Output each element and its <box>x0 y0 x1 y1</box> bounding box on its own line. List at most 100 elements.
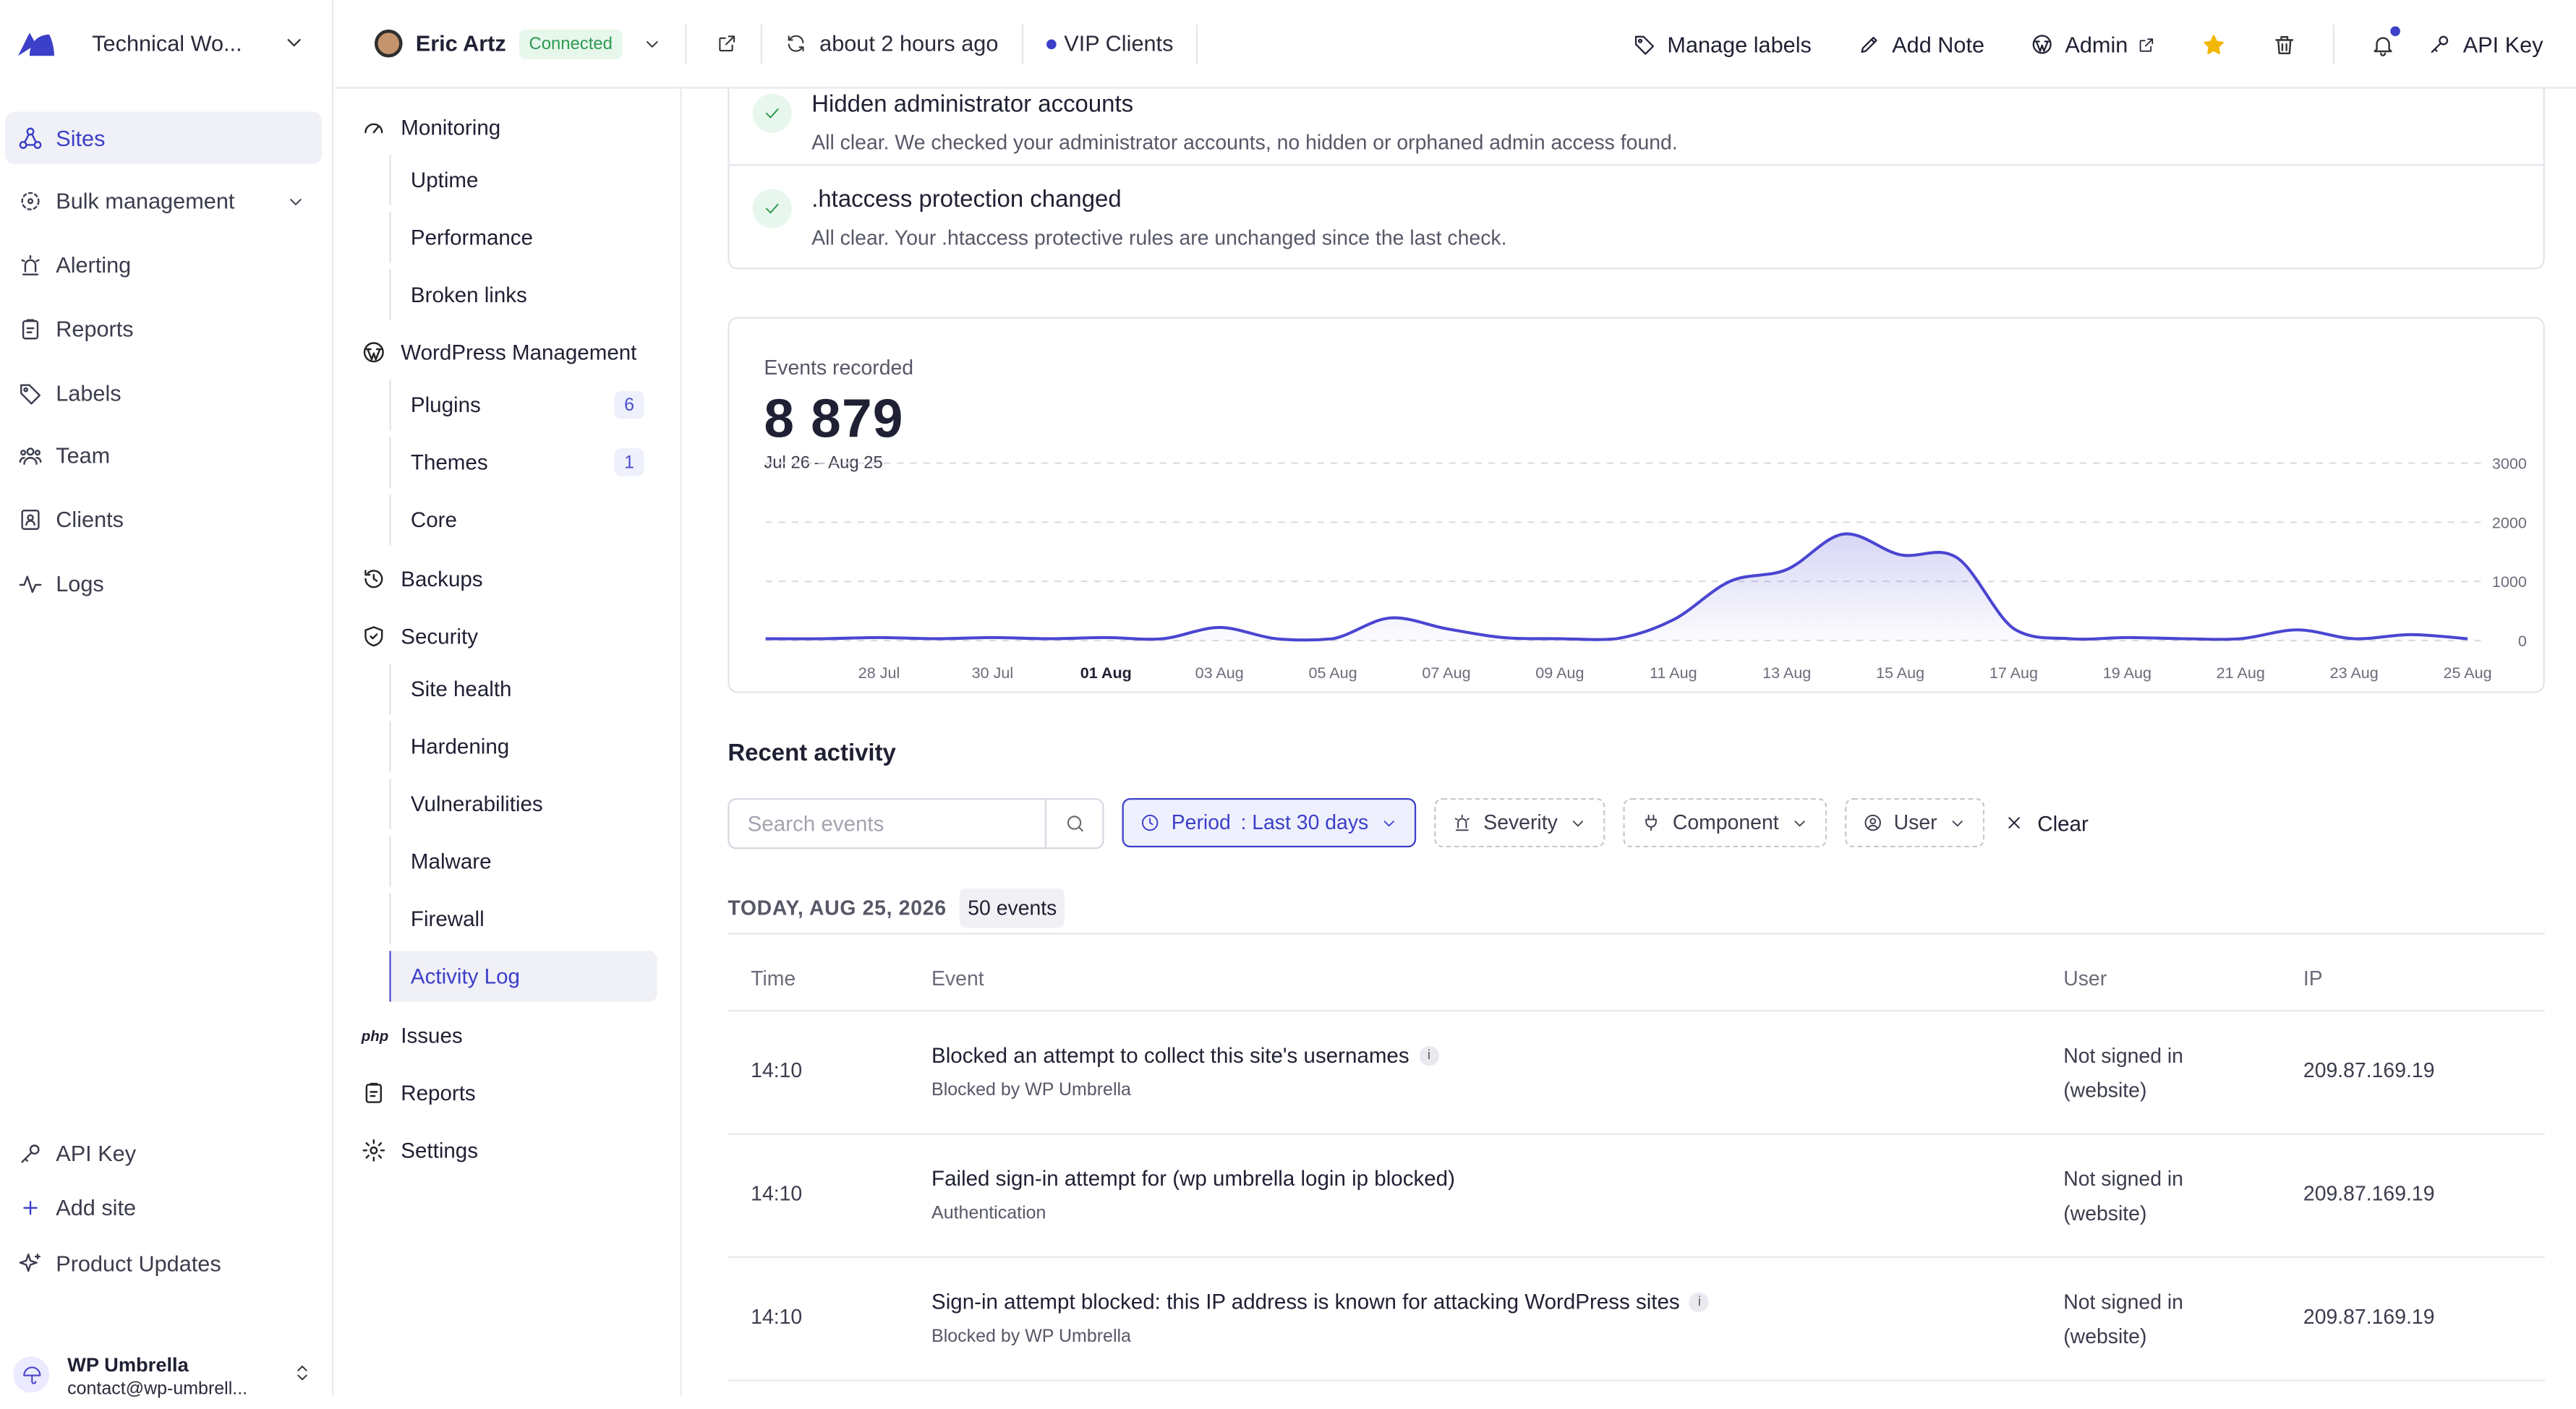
subnav-item-issues[interactable]: php Issues <box>362 1023 463 1048</box>
subnav-group-security[interactable]: Security <box>362 624 478 648</box>
subnav-group-wordpress[interactable]: WordPress Management <box>362 340 636 364</box>
severity-filter[interactable]: Severity <box>1434 798 1605 848</box>
site-subnav: Monitoring Uptime Performance Broken lin… <box>335 88 682 1396</box>
sync-button[interactable]: about 2 hours ago <box>785 31 998 56</box>
workspace-switcher[interactable]: Technical Wo... <box>13 13 319 72</box>
chevron-down-icon <box>1949 814 1967 832</box>
sidebar-item-add-site[interactable]: Add site <box>5 1182 322 1235</box>
y-tick-label: 0 <box>2518 632 2527 650</box>
php-icon: php <box>361 1027 389 1044</box>
header-actions: Manage labels Add Note Admin API Key <box>1633 0 2576 89</box>
sidebar-item-logs[interactable]: Logs <box>5 557 322 610</box>
sparkle-icon <box>18 1251 43 1275</box>
plus-icon <box>18 1196 43 1220</box>
sidebar-item-sites[interactable]: Sites <box>4 111 323 165</box>
manage-labels-label: Manage labels <box>1667 32 1812 57</box>
event-source: Blocked by WP Umbrella <box>931 1327 1131 1347</box>
report-icon <box>18 317 43 341</box>
x-tick-label: 07 Aug <box>1422 664 1470 682</box>
x-tick-label: 25 Aug <box>2443 664 2491 682</box>
event-title: Sign-in attempt blocked: this IP address… <box>931 1289 1710 1314</box>
sidebar-item-label: Labels <box>56 380 121 406</box>
check-description: All clear. We checked your administrator… <box>811 131 1678 155</box>
subnav-item-site-health[interactable]: Site health <box>389 663 657 715</box>
manage-labels-button[interactable]: Manage labels <box>1633 32 1812 56</box>
search-icon <box>1064 812 1086 834</box>
bulk-icon <box>18 189 43 214</box>
subnav-item-core[interactable]: Core <box>389 494 657 546</box>
api-key-button[interactable]: API Key <box>2428 32 2543 56</box>
subnav-item-activity-log[interactable]: Activity Log <box>389 951 657 1002</box>
key-icon <box>2428 33 2452 56</box>
subnav-item-vulnerabilities[interactable]: Vulnerabilities <box>389 778 657 830</box>
wordpress-icon <box>362 340 386 364</box>
event-ip: 209.87.169.19 <box>2303 1305 2435 1329</box>
sidebar-item-alerting[interactable]: Alerting <box>5 239 322 292</box>
chevron-down-icon <box>1380 814 1398 832</box>
event-user: Not signed in (website) <box>2063 1168 2183 1225</box>
period-filter-label: Period <box>1171 811 1231 835</box>
subnav-item-uptime[interactable]: Uptime <box>389 154 657 205</box>
account-switcher[interactable]: WP Umbrella contact@wp-umbrell... <box>13 1343 319 1409</box>
subnav-group-monitoring[interactable]: Monitoring <box>362 115 500 140</box>
event-user: Not signed in (website) <box>2063 1290 2183 1349</box>
bell-icon[interactable] <box>2371 25 2401 56</box>
site-owner[interactable]: Eric Artz Connected <box>374 28 662 59</box>
key-icon <box>18 1141 43 1165</box>
search-button[interactable] <box>1044 799 1103 847</box>
info-icon[interactable]: i <box>1689 1291 1710 1311</box>
table-row[interactable]: 14:10 Failed sign-in attempt for (wp umb… <box>728 1135 2545 1259</box>
trash-icon[interactable] <box>2272 32 2297 56</box>
add-note-button[interactable]: Add Note <box>1857 32 1984 56</box>
sidebar-item-api-key[interactable]: API Key <box>5 1126 322 1179</box>
site-label-chip[interactable]: VIP Clients <box>1046 31 1173 56</box>
info-icon[interactable]: i <box>1419 1045 1439 1066</box>
subnav-item-settings[interactable]: Settings <box>362 1138 478 1162</box>
table-row[interactable]: 14:10 Sign-in attempt blocked: this IP a… <box>728 1258 2545 1382</box>
subnav-item-broken-links[interactable]: Broken links <box>389 269 657 320</box>
external-link-icon[interactable] <box>716 33 738 54</box>
sidebar-item-reports[interactable]: Reports <box>5 303 322 356</box>
subnav-item-firewall[interactable]: Firewall <box>389 893 657 945</box>
check-icon <box>762 199 782 218</box>
column-header-event: Event <box>931 967 984 990</box>
history-icon <box>362 567 386 591</box>
wp-admin-button[interactable]: Admin <box>2031 32 2156 56</box>
sidebar-item-label: Sites <box>56 125 106 150</box>
sidebar-item-product-updates[interactable]: Product Updates <box>5 1237 322 1290</box>
period-filter[interactable]: Period : Last 30 days <box>1122 798 1417 848</box>
subnav-item-themes[interactable]: Themes 1 <box>389 437 657 488</box>
table-row[interactable]: 14:10 Blocked an attempt to collect this… <box>728 1011 2545 1135</box>
sidebar-item-clients[interactable]: Clients <box>5 494 322 547</box>
sidebar-item-labels[interactable]: Labels <box>5 367 322 419</box>
search-input[interactable] <box>729 799 1045 847</box>
chevron-up-down-icon <box>292 1360 312 1386</box>
activity-log-page: Hidden administrator accounts All clear.… <box>683 88 2576 1396</box>
sidebar-item-bulk-management[interactable]: Bulk management <box>5 176 322 228</box>
account-name: WP Umbrella <box>67 1353 189 1376</box>
subnav-item-backups[interactable]: Backups <box>362 567 483 591</box>
sidebar-item-label: Logs <box>56 571 104 596</box>
activity-filters: Period : Last 30 days Severity Component… <box>728 797 2544 849</box>
subnav-group-label: Monitoring <box>401 115 501 140</box>
admin-label: Admin <box>2065 32 2128 57</box>
subnav-item-hardening[interactable]: Hardening <box>389 721 657 772</box>
star-icon[interactable] <box>2202 32 2227 56</box>
sidebar-item-label: Clients <box>56 508 124 533</box>
subnav-item-malware[interactable]: Malware <box>389 836 657 887</box>
user-filter[interactable]: User <box>1844 798 1985 848</box>
x-tick-label: 01 Aug <box>1080 664 1132 682</box>
event-source: Blocked by WP Umbrella <box>931 1080 1131 1101</box>
subnav-item-performance[interactable]: Performance <box>389 212 657 263</box>
chevron-down-icon[interactable] <box>642 34 662 53</box>
subnav-group-label: Reports <box>401 1080 476 1105</box>
report-icon <box>362 1081 386 1105</box>
component-filter[interactable]: Component <box>1623 798 1827 848</box>
subnav-item-plugins[interactable]: Plugins 6 <box>389 379 657 431</box>
event-title: Blocked an attempt to collect this site'… <box>931 1043 1439 1068</box>
event-source: Authentication <box>931 1204 1046 1224</box>
subnav-item-reports[interactable]: Reports <box>362 1081 476 1105</box>
sidebar-item-team[interactable]: Team <box>5 430 322 483</box>
clear-filters-button[interactable]: Clear <box>2005 810 2089 835</box>
